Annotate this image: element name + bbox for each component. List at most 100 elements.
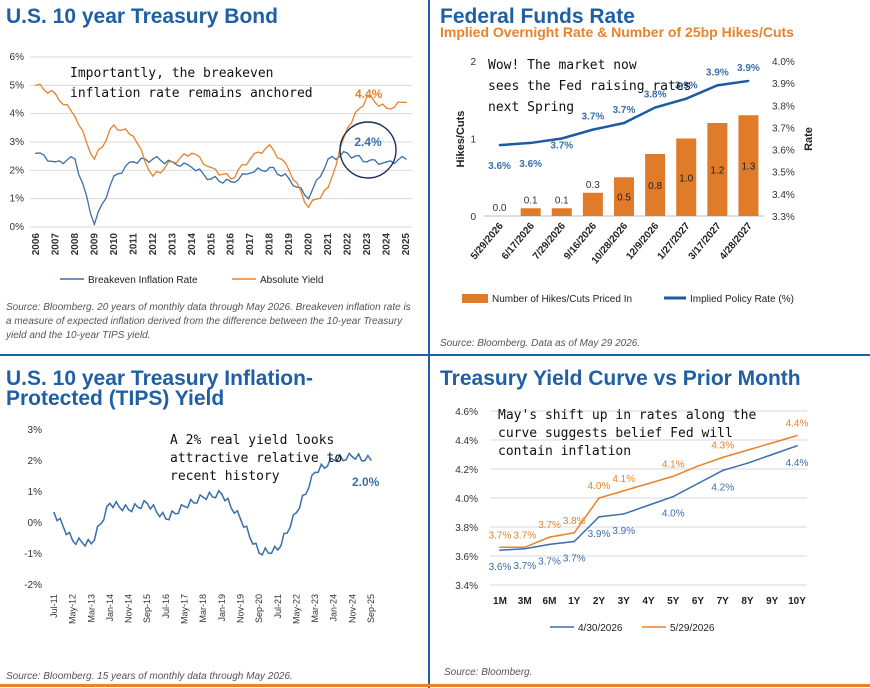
bl-tips-point: [351, 456, 354, 458]
tr-ytick: 2: [470, 57, 476, 68]
tr-legend-swatch: [462, 294, 488, 303]
tr-bar: [551, 208, 572, 216]
br-point: [721, 456, 724, 459]
tl-series-line: [35, 83, 407, 209]
bl-xtick: Jan-24: [329, 594, 339, 622]
bl-xtick: Sep-20: [254, 594, 264, 623]
tl-ytick: 3%: [10, 137, 25, 148]
br-xtick: 2Y: [593, 596, 606, 607]
br-ytick: 4.6%: [455, 407, 478, 418]
bl-tips-point: [332, 459, 335, 461]
tr-bar: [676, 138, 697, 216]
tr-legend-label: Number of Hikes/Cuts Priced In: [492, 294, 632, 305]
tl-point: [132, 135, 135, 138]
divider-vertical: [428, 0, 430, 688]
tl-legend-label: Absolute Yield: [260, 275, 323, 286]
br-point-label: 4.2%: [711, 482, 734, 493]
bl-xtick: Jan-14: [105, 594, 115, 622]
bl-ytick: 3%: [28, 425, 43, 436]
br-point: [523, 546, 526, 549]
bl-tips-point: [53, 511, 55, 514]
tl-point: [93, 223, 96, 225]
bl-xtick: May-17: [180, 594, 190, 624]
br-legend-label: 4/30/2026: [578, 623, 623, 634]
tr-policy-label: 3.8%: [644, 90, 667, 101]
bl-xtick: Nov-19: [235, 594, 245, 623]
tl-point: [229, 178, 232, 180]
tr-policy-label: 3.7%: [613, 105, 636, 116]
tr-bar-label: 0.5: [617, 193, 631, 204]
tl-point: [152, 158, 154, 160]
tr-y2tick: 3.4%: [772, 190, 795, 201]
tl-point: [288, 178, 290, 180]
tl-point: [229, 180, 232, 183]
bl-xtick: May-22: [291, 594, 301, 624]
tr-bar-label: 1.0: [679, 173, 693, 184]
tl-point: [346, 152, 349, 155]
br-point: [771, 442, 774, 444]
tl-legend-label: Breakeven Inflation Rate: [88, 275, 198, 286]
tl-point: [152, 175, 154, 177]
bl-tips-point: [183, 505, 186, 508]
br-point-label: 3.9%: [612, 526, 635, 537]
br-point-label: 4.0%: [662, 509, 685, 520]
bl-tips-point: [276, 549, 279, 551]
tr-y2tick: 3.5%: [772, 168, 795, 179]
br-point: [647, 482, 650, 485]
br-chart: 3.4% 3.6% 3.8% 4.0% 4.2% 4.4% 4.6% 1M 3M 6M 1Y 2Y 3Y…: [455, 407, 809, 634]
br-point: [697, 482, 699, 485]
br-point: [598, 516, 600, 518]
tl-xtick: 2009: [89, 233, 100, 256]
tl-point: [346, 127, 349, 129]
tr-source: Source: Bloomberg. Data as of May 29 202…: [440, 338, 641, 349]
br-ytick: 4.2%: [455, 465, 478, 476]
br-point: [598, 497, 600, 499]
bl-xtick: Mar-18: [198, 594, 208, 623]
br-point-label: 3.8%: [563, 516, 586, 527]
tl-point: [74, 115, 76, 118]
br-point: [697, 465, 699, 467]
tr-policy-point: [654, 106, 657, 109]
tr-subtitle: Implied Overnight Rate & Number of 25bp …: [440, 24, 794, 40]
tl-point: [35, 152, 37, 155]
bl-tips-point: [127, 508, 130, 511]
tl-xtick: 2013: [167, 233, 178, 256]
bl-xtick: Mar-13: [86, 594, 96, 623]
tl-point: [268, 144, 271, 146]
br-point: [796, 434, 798, 437]
bl-tips-point: [165, 518, 167, 520]
bl-ytick: 1%: [28, 487, 43, 498]
tr-bar-label: 0.1: [524, 195, 538, 206]
tl-point: [210, 178, 213, 180]
tr-annotation-line: sees the Fed raising rates: [488, 79, 692, 94]
br-point: [796, 445, 798, 447]
bl-callout: 2.0%: [352, 475, 380, 489]
tr-policy-label: 3.6%: [488, 161, 511, 172]
br-point-label: 4.4%: [786, 458, 809, 469]
br-point: [721, 469, 724, 472]
br-point: [548, 536, 551, 538]
bl-xtick: Jan-19: [217, 594, 227, 622]
tr-policy-point: [591, 128, 594, 131]
bl-title-line1: U.S. 10 year Treasury Inflation-: [6, 367, 313, 390]
br-xtick: 4Y: [642, 596, 655, 607]
br-point-label: 4.1%: [612, 474, 635, 485]
tl-xtick: 2022: [343, 233, 354, 256]
tl-xtick: 2024: [382, 233, 393, 256]
br-xtick: 10Y: [788, 596, 806, 607]
tr-bar-label: 1.2: [710, 166, 724, 177]
tl-xtick: 2020: [304, 233, 315, 256]
tl-xtick: 2007: [50, 233, 61, 256]
br-annotation-line: May's shift up in rates along the: [498, 408, 756, 423]
tl-point: [113, 175, 115, 177]
br-point-label: 3.9%: [588, 529, 611, 540]
tl-point: [307, 197, 310, 200]
tr-y2tick: 3.7%: [772, 123, 795, 134]
bl-source: Source: Bloomberg. 15 years of monthly d…: [6, 671, 293, 682]
tr-bar-label: 0.1: [555, 195, 569, 206]
br-point-label: 3.7%: [513, 561, 536, 572]
tl-point: [54, 161, 57, 163]
tr-bar-label: 0.8: [648, 181, 662, 192]
bl-xtick: May-12: [68, 594, 78, 624]
tl-ytick: 5%: [10, 80, 25, 91]
